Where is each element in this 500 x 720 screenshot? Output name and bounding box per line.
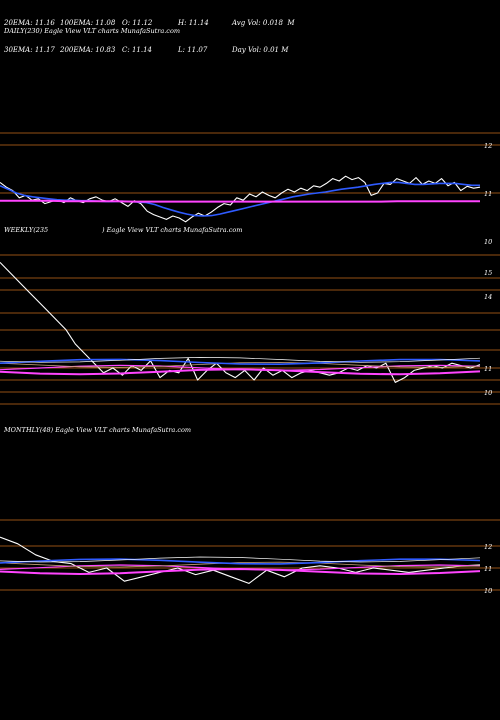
y-tick-label: 10	[484, 238, 492, 246]
ema200-readout: 200EMA: 10.83	[60, 46, 116, 54]
ema100-line	[0, 564, 481, 571]
monthly-chart-panel: MONTHLY(48) Eagle View VLT charts Munafa…	[0, 426, 500, 595]
y-tick-label: 11	[484, 365, 492, 373]
daily-chart-label: DAILY(230) Eagle View VLT charts MunafaS…	[3, 27, 180, 35]
ema30-readout: 30EMA: 11.17	[4, 46, 55, 54]
y-tick-label: 12	[484, 142, 492, 150]
ema30-line	[0, 358, 481, 366]
ema-thin-line	[0, 561, 481, 568]
y-tick-label: 12	[484, 543, 492, 551]
low-readout: L: 11.07	[178, 46, 208, 54]
y-tick-label: 10	[484, 587, 492, 595]
price-line	[0, 536, 481, 584]
y-tick-label: 15	[484, 269, 492, 277]
ema-white-line	[0, 357, 481, 363]
monthly-chart-label: MONTHLY(48) Eagle View VLT charts Munafa…	[3, 426, 191, 434]
ema100-readout: 100EMA: 11.08	[60, 19, 116, 27]
ema200-line	[0, 199, 480, 203]
day-volume-readout: Day Vol: 0.01 M	[232, 46, 289, 54]
y-tick-label: 11	[484, 565, 492, 573]
indicator-header: 20EMA: 11.16 100EMA: 11.08 O: 11.12 H: 1…	[4, 1, 295, 64]
y-tick-label: 10	[484, 389, 492, 397]
price-line	[0, 262, 481, 383]
weekly-chart-overlay-label: ) Eagle View VLT charts MunafaSutra.com	[101, 226, 242, 234]
high-readout: H: 11.14	[178, 19, 209, 27]
header-row-2: 30EMA: 11.17 200EMA: 10.83 C: 11.14 L: 1…	[4, 46, 295, 55]
ema20-readout: 20EMA: 11.16	[4, 19, 55, 27]
ema-thin-line	[0, 361, 481, 368]
header-row-1: 20EMA: 11.16 100EMA: 11.08 O: 11.12 H: 1…	[4, 19, 295, 28]
ema100-line	[0, 364, 481, 371]
y-tick-label: 11	[484, 190, 492, 198]
avg-volume-readout: Avg Vol: 0.018 M	[232, 19, 295, 27]
weekly-chart-label: WEEKLY(235	[4, 226, 48, 234]
daily-chart-panel: DAILY(230) Eagle View VLT charts MunafaS…	[0, 27, 500, 279]
open-readout: O: 11.12	[122, 19, 153, 27]
close-readout: C: 11.14	[122, 46, 152, 54]
ema-white-line	[0, 556, 481, 563]
y-tick-label: 14	[484, 293, 492, 301]
weekly-chart-panel: WEEKLY(235 ) Eagle View VLT charts Munaf…	[0, 226, 500, 405]
ema30-line	[0, 558, 481, 565]
